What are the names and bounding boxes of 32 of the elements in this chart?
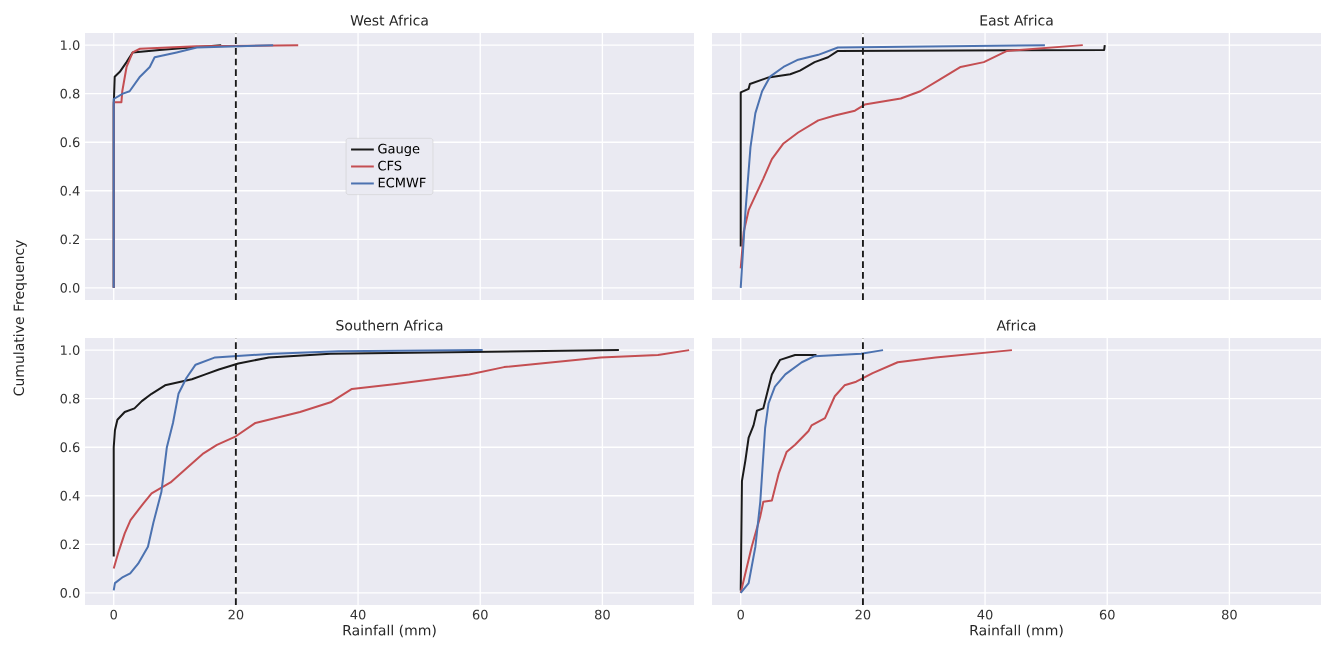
x-tick-label: 60 — [472, 609, 488, 620]
y-tick-label: 0.8 — [60, 393, 80, 404]
y-tick-label: 1.0 — [61, 40, 80, 51]
y-tick-label: 0.2 — [60, 234, 79, 245]
x-tick-label: 80 — [1222, 609, 1237, 620]
y-tick-label: 0.0 — [60, 587, 80, 598]
x-tick-label: 0 — [110, 609, 117, 620]
chart-title: Africa — [996, 319, 1036, 331]
chart-title: Southern Africa — [336, 319, 443, 331]
x-tick-label: 20 — [228, 609, 244, 620]
legend-label: ECMWF — [378, 177, 426, 188]
x-tick-label: 60 — [1099, 609, 1115, 620]
y-tick-label: 0.8 — [60, 88, 80, 99]
y-axis-title: Cumulative Frequency — [13, 240, 27, 396]
legend-label: Gauge — [378, 143, 420, 157]
x-axis-title: Rainfall (mm) — [970, 624, 1063, 638]
chart-title: East Africa — [980, 14, 1053, 26]
x-tick-label: 20 — [855, 609, 871, 620]
y-tick-label: 0.2 — [60, 539, 79, 550]
y-tick-label: 0.4 — [60, 490, 80, 501]
x-tick-label: 40 — [350, 609, 366, 620]
x-tick-label: 0 — [737, 609, 744, 620]
chart-title: West Africa — [350, 14, 428, 26]
y-tick-label: 0.4 — [60, 185, 80, 196]
x-tick-label: 80 — [595, 609, 610, 620]
y-tick-label: 1.0 — [61, 345, 80, 356]
y-tick-label: 0.6 — [60, 137, 80, 148]
y-tick-label: 0.6 — [60, 442, 80, 453]
y-tick-label: 0.0 — [60, 282, 80, 293]
x-tick-label: 40 — [977, 609, 993, 620]
x-axis-title: Rainfall (mm) — [343, 624, 436, 638]
legend-label: CFS — [378, 160, 402, 171]
